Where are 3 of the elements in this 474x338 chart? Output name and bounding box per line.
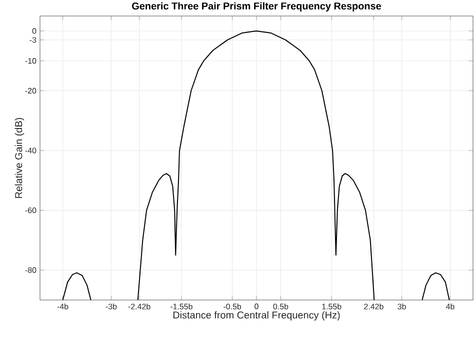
x-axis-title: Distance from Central Frequency (Hz) <box>173 311 340 320</box>
chart-title: Generic Three Pair Prism Filter Frequency Response <box>132 2 382 12</box>
y-axis-title: Relative Gain (dB) <box>14 118 24 198</box>
